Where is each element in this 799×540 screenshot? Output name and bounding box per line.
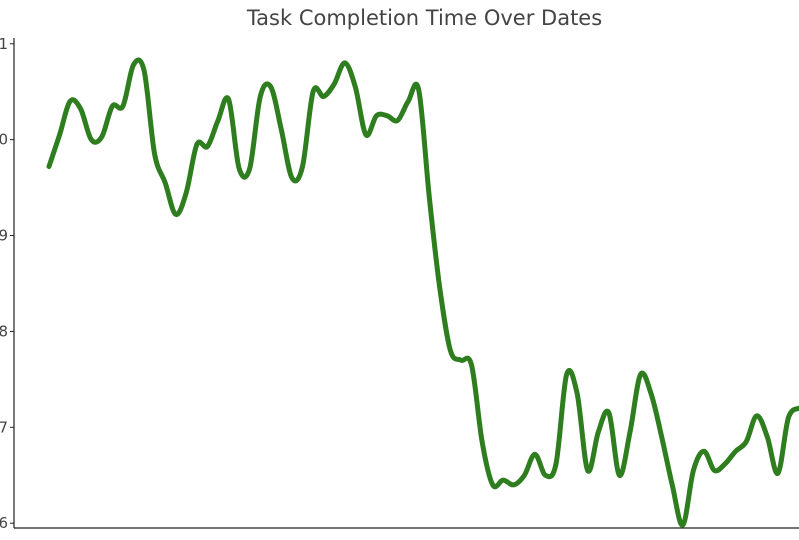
y-tick-label: 11 [0,35,8,53]
y-tick-label: 9 [0,227,8,245]
chart-title: Task Completion Time Over Dates [246,6,603,30]
y-axis-ticks: 6 7 8 9 10 11 [0,35,14,532]
y-tick-label: 7 [0,418,8,436]
y-tick-label: 6 [0,514,8,532]
axes [13,38,799,529]
y-tick-label: 8 [0,322,8,340]
series-line [46,57,799,528]
y-tick-label: 10 [0,131,8,149]
series-layer [46,57,799,528]
